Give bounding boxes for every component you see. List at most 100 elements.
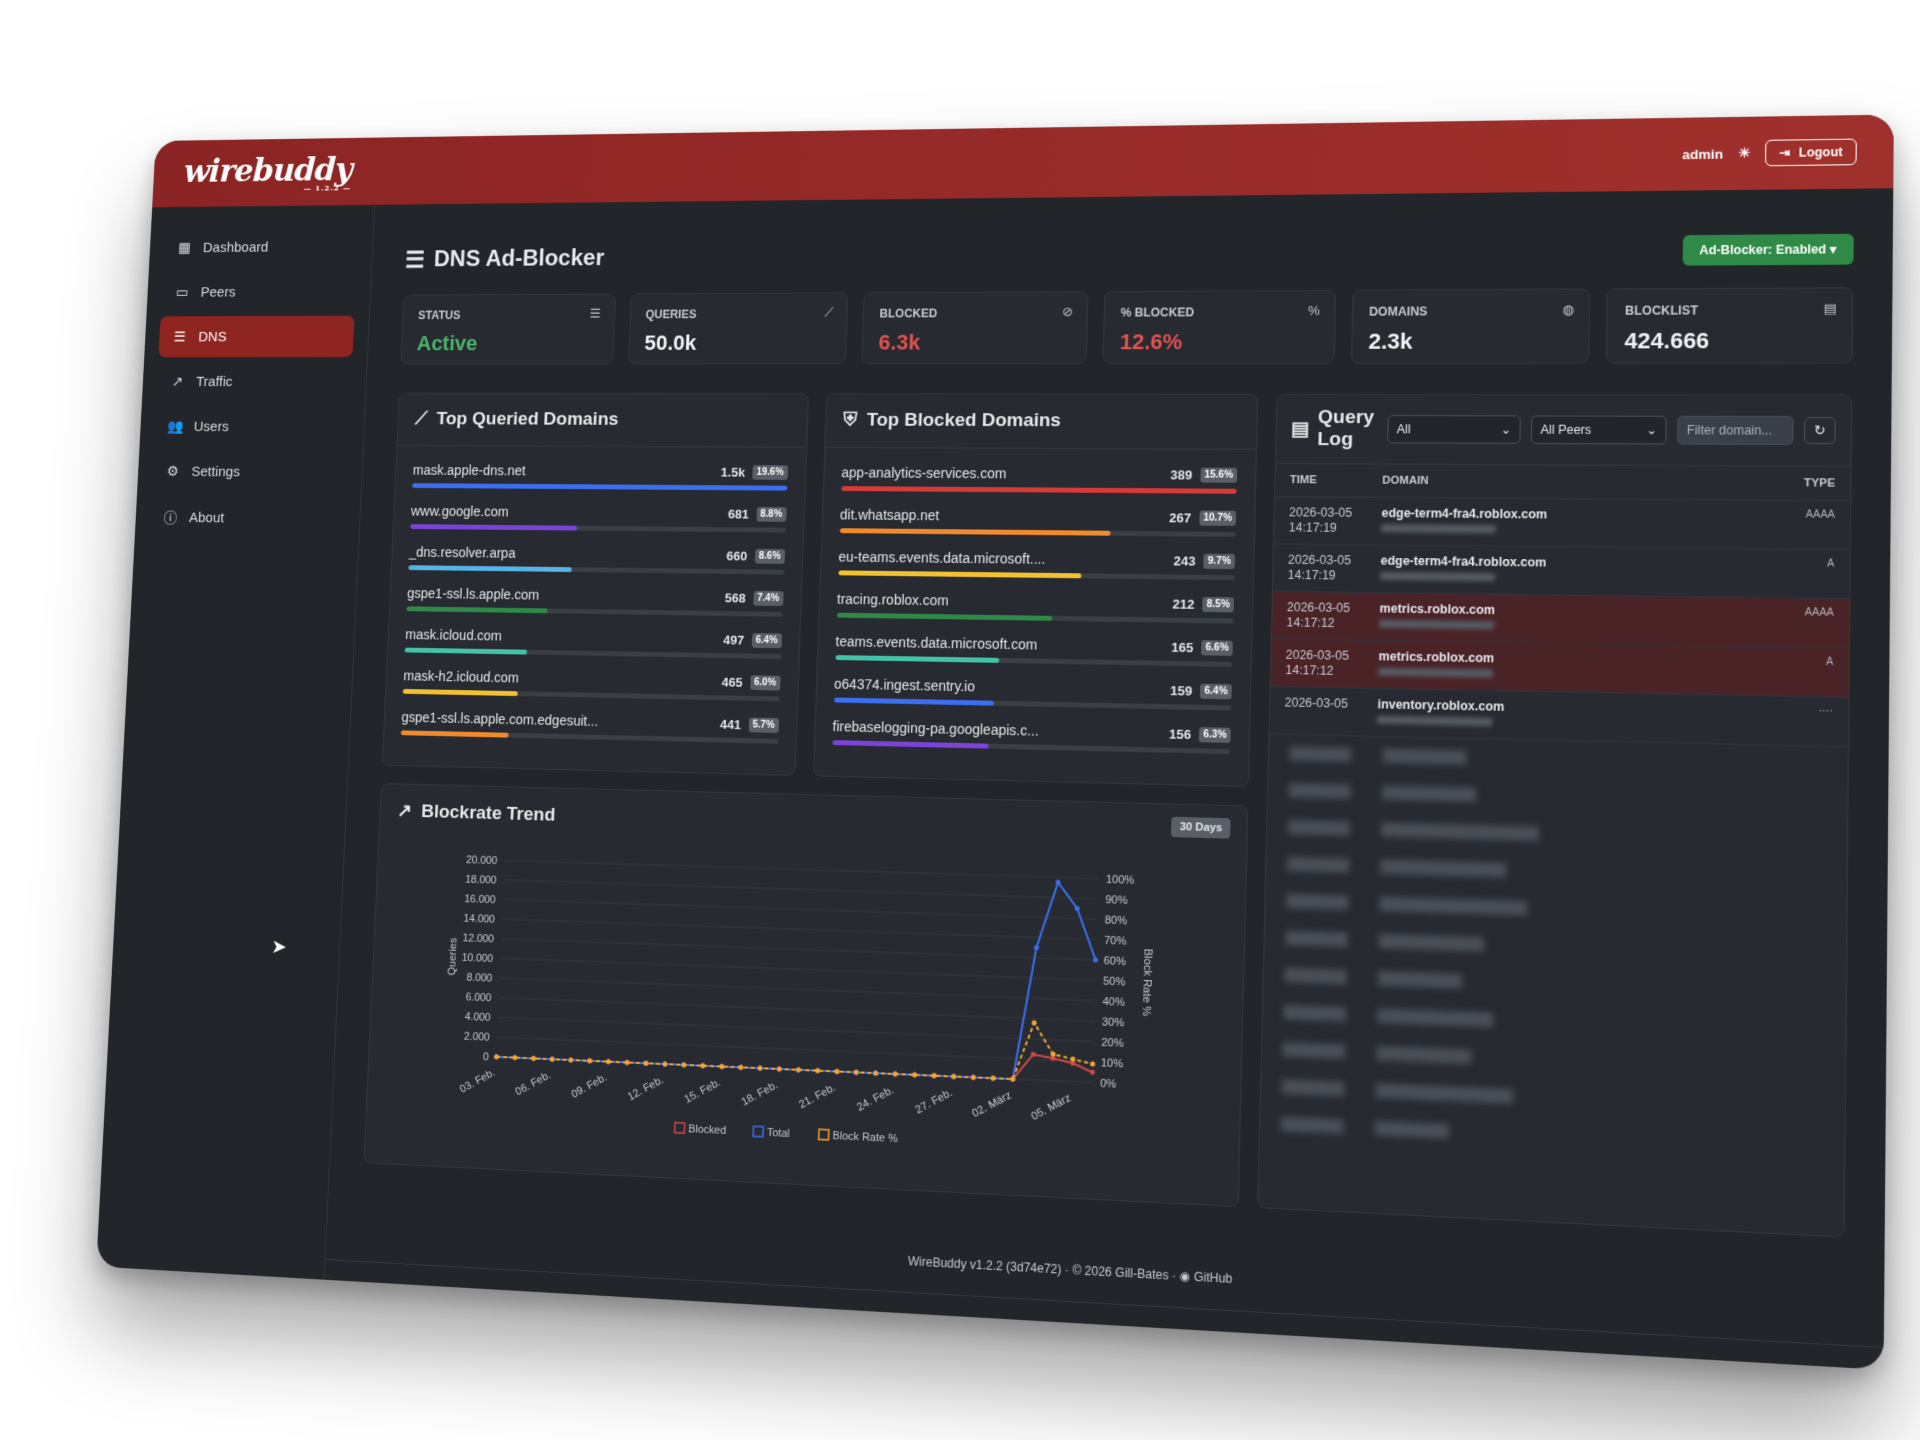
list-icon: ▤ [1823,300,1837,317]
y-tick-label: 20.000 [465,854,497,867]
redacted-cell [1377,1008,1494,1028]
peer-filter-select[interactable]: All Peers ⌄ [1530,415,1667,445]
data-point [1092,957,1098,963]
chevron-down-icon: ⌄ [1646,422,1658,438]
domain-row[interactable]: mask.icloud.com 497 6.4% [404,618,782,666]
domain-bar-track [836,612,1234,624]
domain-bar-track [833,697,1232,711]
data-point [718,1063,724,1070]
redacted-client [1377,715,1493,727]
domain-row[interactable]: dit.whatsapp.net 267 10.7% [839,498,1237,544]
domain-bar-fill [836,612,1053,621]
data-point [853,1069,859,1075]
y2-tick-label: 50% [1102,975,1125,988]
domain-count: 441 [719,716,742,732]
sidebar-item-dns[interactable]: ☰ DNS [158,315,355,358]
sidebar-item-traffic[interactable]: ↗ Traffic [156,361,352,403]
domain-percent-badge: 10.7% [1199,510,1237,526]
sidebar-item-dashboard[interactable]: ▦ Dashboard [177,238,269,256]
domain-percent-badge: 5.7% [748,716,779,733]
gridline [504,860,1097,878]
domain-name: app-analytics-services.com [841,464,1007,482]
x-tick-label: 24. Feb. [855,1084,896,1114]
sidebar-item-settings[interactable]: ⚙ Settings [151,451,348,494]
domain-bar-fill [834,655,1000,663]
domain-row[interactable]: gspe1-ssl.ls.apple.com 568 7.4% [406,577,784,624]
log-row[interactable]: 2026-03-05 14:17:19 edge-term4-fra4.roblox… [1274,497,1851,551]
domain-row[interactable]: teams.events.data.microsoft.com 165 6.6% [834,624,1234,674]
logo[interactable]: wirebuddy — 1.2.2 — [182,150,353,193]
log-type: AAAA [1804,607,1834,619]
data-point [512,1055,518,1061]
domain-percent-badge: 8.5% [1202,596,1235,612]
domain-name: www.google.com [410,503,509,520]
data-point [1033,944,1039,951]
stat-status: Status ☰ Active [400,293,616,365]
logout-icon: ⇥ [1779,145,1791,160]
domain-filter-input[interactable]: Filter domain... [1677,415,1794,445]
users-icon: 👥 [166,418,185,435]
domain-bar-track [837,570,1235,581]
legend-label: Block Rate % [832,1130,898,1145]
log-header-row: TIME DOMAIN TYPE [1275,463,1851,502]
data-point [795,1067,801,1073]
redacted-cell [1379,896,1528,916]
redacted-cell [1381,785,1477,803]
x-tick-label: 02. März [970,1089,1013,1120]
domain-row[interactable]: tracing.roblox.com 212 8.5% [836,582,1235,630]
data-point [892,1071,898,1077]
redacted-cell [1377,970,1463,989]
sidebar-item-users[interactable]: 👥 Users [166,418,230,435]
sidebar-item-peers[interactable]: ▭ Peers [175,283,236,301]
gridline [501,939,1095,960]
top-blocked-panel: ⛨ Top Blocked Domains app-analytics-servi… [812,393,1259,788]
github-link[interactable]: GitHub [1193,1269,1233,1287]
domain-name: mask.apple-dns.net [412,462,526,479]
domain-row[interactable]: mask.apple-dns.net 1.5k 19.6% [412,454,788,498]
domain-row[interactable]: _dns.resolver.arpa 660 8.6% [408,536,785,582]
y-axis-label: Queries [446,937,459,976]
log-domain-cell: inventory.roblox.com [1377,697,1767,736]
settings-icon: ⚙ [166,463,180,480]
y-tick-label: 6.000 [465,991,491,1004]
domain-row[interactable]: gspe1-ssl.ls.apple.com.edgesuit... 441 5.7… [400,700,779,750]
domain-row[interactable]: app-analytics-services.com 389 15.6% [840,456,1238,501]
range-badge[interactable]: 30 Days [1171,816,1231,839]
type-filter-select[interactable]: All ⌄ [1387,415,1521,444]
globe-icon: ◍ [1562,301,1575,318]
domain-percent-badge: 6.4% [751,632,782,648]
y-tick-label: 0 [482,1051,488,1063]
domain-row[interactable]: eu-teams.events.data.microsoft.... 243 9.7… [837,540,1236,587]
adblocker-toggle-button[interactable]: Ad-Blocker: Enabled ▾ [1682,233,1854,266]
github-icon: ◉ [1179,1268,1191,1284]
radar-icon: ⟋ [414,409,428,430]
refresh-button[interactable]: ↻ [1804,417,1836,445]
peers-icon: ▭ [175,284,189,301]
log-domain: metrics.roblox.com [1378,649,1495,666]
x-tick-label: 15. Feb. [682,1076,722,1105]
dashboard-icon: ▦ [177,240,192,256]
redacted-cell [1289,746,1352,763]
log-row[interactable]: 2026-03-05 14:17:19 edge-term4-fra4.roblox… [1272,544,1850,600]
log-domain-cell: metrics.roblox.com [1378,649,1768,687]
redacted-cell [1280,1116,1344,1134]
theme-toggle-icon[interactable]: ☀ [1737,145,1751,161]
log-time: 2026-03-05 14:17:19 [1288,505,1353,535]
log-type: AAAA [1805,509,1835,521]
sidebar-item-about[interactable]: ⓘ About [149,495,346,541]
gridline [497,1037,1092,1062]
log-time: 2026-03-05 14:17:12 [1286,600,1351,631]
domain-count: 159 [1170,682,1193,699]
y2-tick-label: 20% [1101,1037,1124,1050]
domain-row[interactable]: www.google.com 681 8.8% [410,495,787,540]
x-tick-label: 05. März [1029,1092,1073,1123]
legend-swatch [674,1123,684,1133]
shield-icon: ⛨ [842,409,858,431]
domain-row[interactable]: firebaselogging-pa.googleapis.c... 156 6.3… [831,709,1231,761]
logout-button[interactable]: ⇥ Logout [1765,138,1857,167]
domain-bar-fill [406,606,548,614]
domain-bar-fill [833,697,995,706]
data-point [661,1061,667,1067]
app-window: wirebuddy — 1.2.2 — admin ☀ ⇥ Logout ▦ Dash… [96,114,1894,1370]
query-log-panel: ▤ Query Log All ⌄ All Peers ⌄ Filter domain… [1257,393,1853,1238]
